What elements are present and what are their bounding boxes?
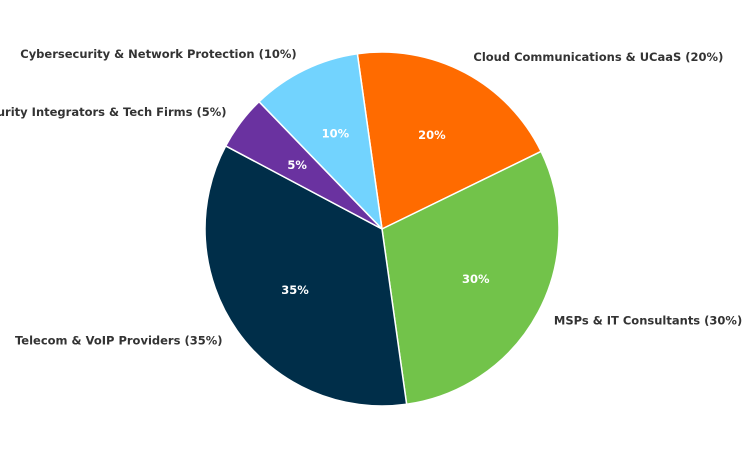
pie-slice-cybersecurity-and-network-protection bbox=[257, 52, 384, 232]
percent-label-cybersecurity-and-network-protection: 10% bbox=[322, 127, 350, 141]
category-labels: Cloud Communications & UCaaS (20%) MSPs &… bbox=[0, 47, 742, 348]
pie-slice-cloud-communications-and-ucaas bbox=[356, 51, 543, 231]
category-label-cybersecurity-and-network-protection: Cybersecurity & Network Protection (10%) bbox=[20, 47, 296, 61]
percent-label-telecom-and-voip-providers: 35% bbox=[281, 283, 309, 297]
pie-slice-telecom-and-voip-providers bbox=[204, 144, 408, 407]
percent-label-cloud-communications-and-ucaas: 20% bbox=[418, 128, 446, 142]
percent-label-msps-and-it-consultants: 30% bbox=[462, 272, 490, 286]
percent-label-security-integrators-and-tech-firms: 5% bbox=[287, 158, 307, 172]
category-label-cloud-communications-and-ucaas: Cloud Communications & UCaaS (20%) bbox=[473, 50, 723, 64]
category-label-security-integrators-and-tech-firms: Security Integrators & Tech Firms (5%) bbox=[0, 105, 227, 119]
category-label-msps-and-it-consultants: MSPs & IT Consultants (30%) bbox=[554, 313, 742, 327]
category-label-telecom-and-voip-providers: Telecom & VoIP Providers (35%) bbox=[15, 334, 223, 348]
pie-slice-msps-and-it-consultants bbox=[381, 150, 560, 406]
pie-slices bbox=[204, 51, 560, 407]
percent-labels: 20% 30% 35% 5% 10% bbox=[281, 127, 490, 297]
